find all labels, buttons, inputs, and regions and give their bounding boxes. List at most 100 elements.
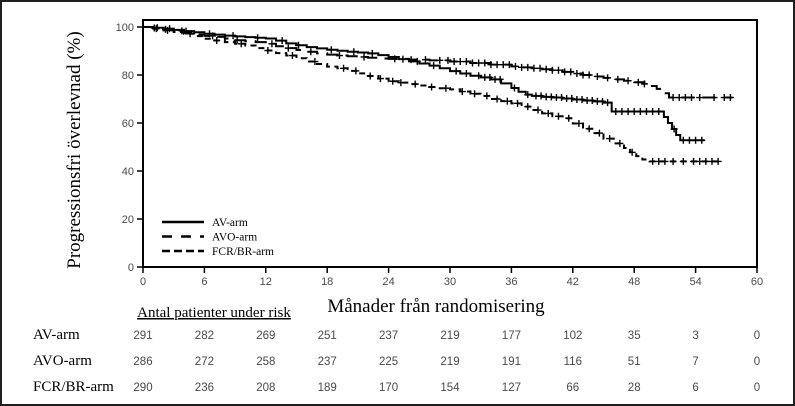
risk-count: 116: [564, 356, 582, 368]
risk-count: 219: [440, 330, 459, 342]
censor-mark: [366, 72, 374, 80]
risk-count: 6: [692, 382, 698, 394]
censor-mark: [233, 36, 241, 44]
censor-mark: [278, 37, 286, 45]
censor-mark: [698, 136, 706, 144]
censor-mark: [669, 94, 677, 102]
censor-mark: [350, 48, 358, 56]
censor-mark: [462, 70, 470, 78]
censor-mark: [708, 157, 716, 165]
risk-count: 272: [195, 356, 214, 368]
censor-mark: [640, 80, 648, 88]
censor-mark: [505, 61, 513, 69]
risk-count: 3: [692, 330, 698, 342]
censor-mark: [536, 64, 544, 72]
censor-mark: [575, 119, 583, 127]
censor-mark: [295, 41, 303, 49]
censor-mark: [510, 84, 518, 92]
censor-mark: [595, 129, 603, 137]
legend-label-fcr-br-arm: FCR/BR-arm: [212, 246, 274, 258]
censor-mark: [681, 94, 689, 102]
censor-mark: [634, 78, 642, 86]
censor-mark: [616, 139, 624, 147]
censor-mark: [585, 125, 593, 133]
y-tick-label: 60: [122, 118, 134, 130]
censor-mark: [487, 61, 495, 69]
risk-count: 0: [754, 356, 760, 368]
risk-count: 191: [502, 356, 521, 368]
censor-mark: [511, 62, 519, 70]
censor-mark: [399, 55, 407, 63]
censor-mark: [389, 77, 397, 85]
y-tick-label: 100: [116, 22, 134, 34]
censor-mark: [428, 83, 436, 91]
censor-mark: [483, 92, 491, 100]
x-tick-label: 12: [260, 276, 272, 288]
censor-mark: [481, 59, 489, 67]
censor-mark: [554, 66, 562, 74]
censor-mark: [284, 44, 292, 52]
censor-mark: [604, 99, 612, 107]
risk-count: 0: [754, 330, 760, 342]
censor-mark: [606, 135, 614, 143]
risk-count: 251: [318, 330, 337, 342]
censor-mark: [397, 79, 405, 87]
censor-mark: [518, 63, 526, 71]
censor-mark: [624, 77, 632, 85]
censor-mark: [675, 94, 683, 102]
censor-mark: [565, 114, 573, 122]
censor-mark: [558, 94, 566, 102]
censor-mark: [692, 136, 700, 144]
censor-mark: [514, 99, 522, 107]
censor-mark: [537, 92, 545, 100]
censor-mark: [311, 58, 319, 66]
risk-count: 225: [379, 356, 398, 368]
risk-count: 35: [628, 330, 641, 342]
censor-mark: [503, 97, 511, 105]
x-tick-label: 30: [444, 276, 456, 288]
censor-mark: [152, 25, 160, 33]
risk-count: 208: [256, 382, 275, 394]
x-axis-ticks: 0 6 12 18 24 30 36 42 48 54 60: [140, 267, 763, 288]
x-axis-title: Månader från randomisering: [327, 296, 545, 317]
censor-mark: [655, 107, 663, 115]
x-tick-label: 24: [382, 276, 394, 288]
censor-mark: [352, 67, 360, 75]
censor-mark: [264, 47, 272, 55]
censor-mark: [642, 107, 650, 115]
risk-count: 51: [628, 356, 641, 368]
censor-mark: [456, 58, 464, 66]
censor-mark: [534, 106, 542, 114]
censor-mark: [524, 91, 532, 99]
risk-count: 102: [563, 330, 582, 342]
legend: AV-arm AVO-arm FCR/BR-arm: [162, 217, 274, 258]
censor-mark: [209, 32, 217, 40]
censor-mark: [685, 136, 693, 144]
x-tick-label: 18: [321, 276, 333, 288]
risk-count: 282: [195, 330, 214, 342]
risk-row-label: FCR/BR-arm: [33, 379, 114, 395]
y-tick-label: 0: [128, 262, 134, 274]
censor-mark: [696, 157, 704, 165]
censor-mark: [213, 36, 221, 44]
censor-mark: [327, 46, 335, 54]
censor-mark: [493, 95, 501, 103]
censor-mark: [391, 55, 399, 63]
censor-mark: [655, 157, 663, 165]
censor-mark: [670, 125, 678, 133]
censor-mark: [548, 66, 556, 74]
legend-label-avo-arm: AVO-arm: [212, 232, 257, 244]
censor-mark: [335, 52, 343, 60]
censor-mark: [669, 157, 677, 165]
censor-mark: [376, 75, 384, 83]
plot-frame: [142, 19, 758, 268]
risk-row-label: AVO-arm: [33, 353, 92, 369]
censor-mark: [268, 40, 276, 48]
censor-mark: [475, 72, 483, 80]
censor-mark: [442, 84, 450, 92]
censor-mark: [254, 34, 262, 42]
x-tick-label: 36: [505, 276, 517, 288]
risk-count: 236: [195, 382, 214, 394]
survival-curve-av-arm: [143, 26, 705, 142]
